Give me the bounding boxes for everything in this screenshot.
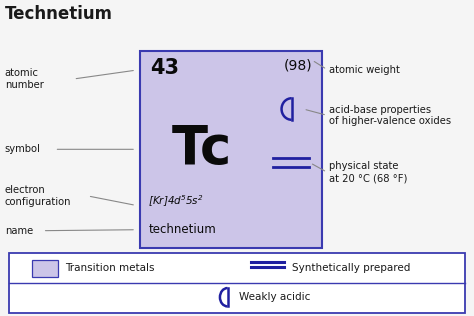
Text: 43: 43: [150, 58, 179, 78]
Text: atomic weight: atomic weight: [329, 64, 401, 75]
Text: symbol: symbol: [5, 144, 41, 154]
Text: physical state
at 20 °C (68 °F): physical state at 20 °C (68 °F): [329, 161, 408, 183]
Text: atomic
number: atomic number: [5, 68, 44, 90]
Bar: [32, 260, 58, 277]
Text: Weakly acidic: Weakly acidic: [239, 292, 311, 302]
Text: acid-base properties
of higher-valence oxides: acid-base properties of higher-valence o…: [329, 105, 452, 126]
Bar: [140, 51, 322, 248]
Text: technetium: technetium: [148, 223, 216, 236]
Text: electron
configuration: electron configuration: [5, 185, 71, 207]
Text: (98): (98): [283, 58, 312, 72]
Text: name: name: [5, 226, 33, 236]
Text: Transition metals: Transition metals: [65, 263, 155, 273]
Text: $\mathregular{[Kr]4d^55s^2}$: $\mathregular{[Kr]4d^55s^2}$: [148, 193, 204, 209]
Text: Tc: Tc: [172, 123, 232, 175]
Bar: [9, 253, 465, 313]
Text: Technetium: Technetium: [5, 5, 113, 23]
Text: Synthetically prepared: Synthetically prepared: [292, 263, 410, 273]
